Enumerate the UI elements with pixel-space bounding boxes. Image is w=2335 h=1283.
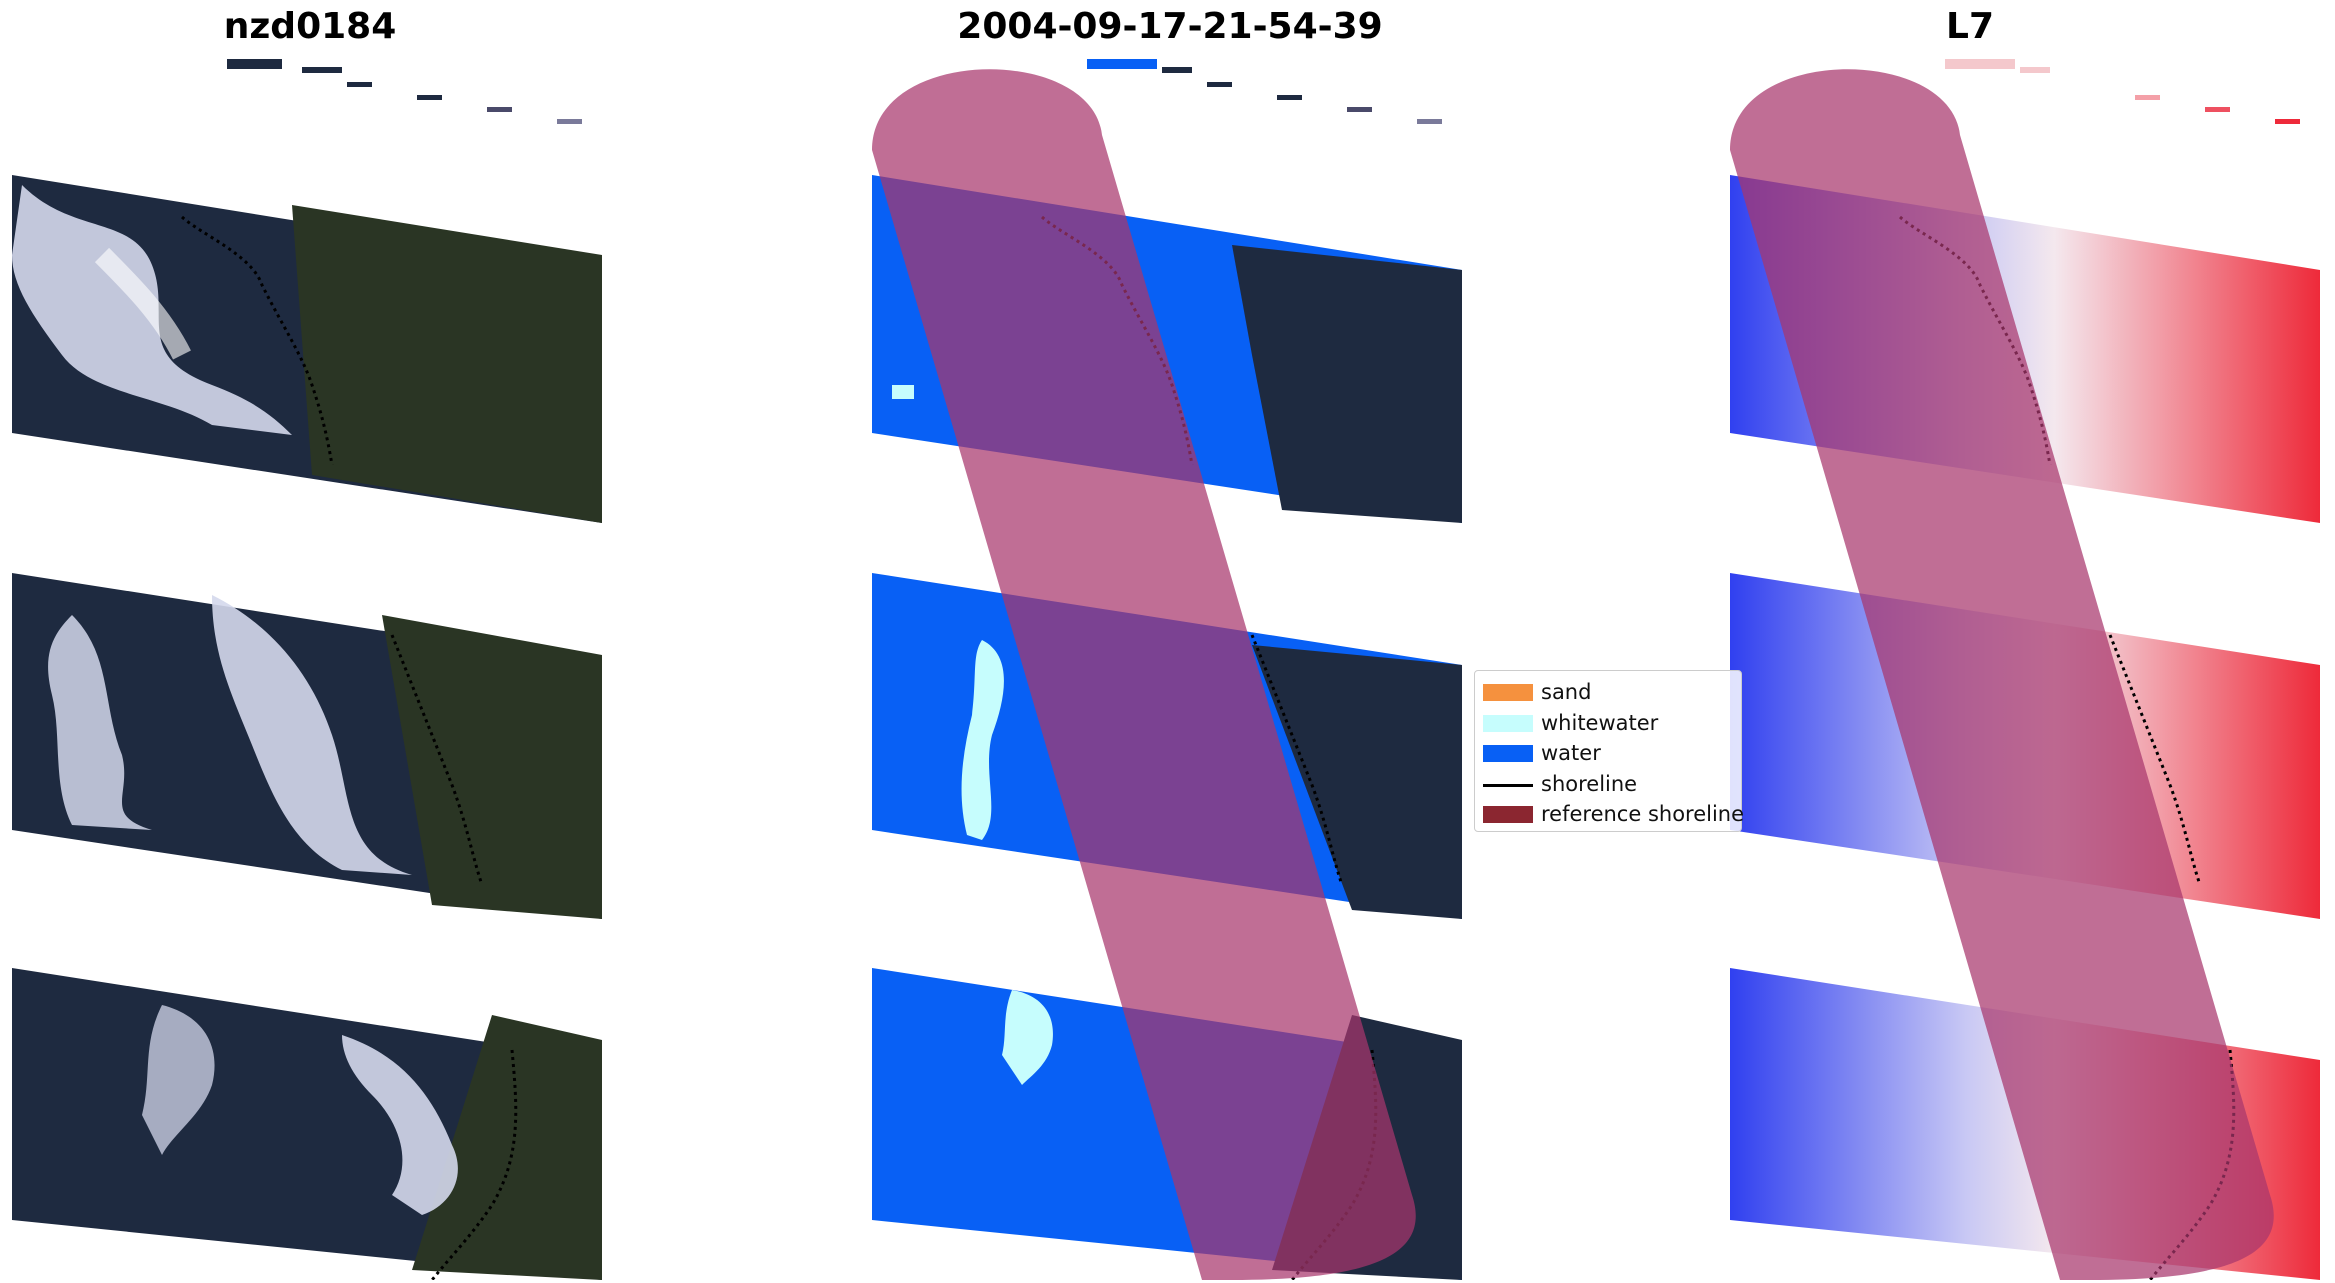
classified-image-panel bbox=[872, 55, 1472, 1280]
water-swatch bbox=[1483, 745, 1533, 762]
legend-item-sand: sand bbox=[1475, 677, 1741, 708]
panel-title-index: L7 bbox=[1946, 6, 1994, 47]
reference-shoreline-swatch bbox=[1483, 806, 1533, 823]
index-image bbox=[1730, 59, 2320, 1280]
index-image-panel bbox=[1730, 55, 2330, 1280]
reference-shoreline-buffer bbox=[1730, 69, 2274, 1280]
legend-label: sand bbox=[1541, 680, 1592, 704]
legend-label: water bbox=[1541, 741, 1601, 765]
legend-item-shoreline: shoreline bbox=[1475, 769, 1741, 800]
legend-item-reference-shoreline: reference shoreline bbox=[1475, 799, 1745, 830]
whitewater-swatch bbox=[1483, 714, 1533, 732]
shoreline-line-swatch bbox=[1483, 783, 1533, 787]
legend-label: shoreline bbox=[1541, 771, 1638, 796]
sand-swatch bbox=[1483, 684, 1533, 701]
legend-label: reference shoreline bbox=[1541, 802, 1745, 826]
reference-shoreline-buffer bbox=[872, 69, 1416, 1280]
legend: sand whitewater water shoreline referenc… bbox=[1474, 670, 1745, 832]
legend-item-water: water bbox=[1475, 738, 1741, 769]
legend-item-whitewater: whitewater bbox=[1475, 708, 1741, 739]
panel-title-classified: 2004-09-17-21-54-39 bbox=[957, 6, 1383, 47]
rgb-image-panel bbox=[12, 55, 612, 1280]
rgb-image bbox=[12, 59, 602, 1280]
panel-title-rgb: nzd0184 bbox=[223, 6, 397, 47]
classified-image bbox=[872, 59, 1462, 1280]
legend-label: whitewater bbox=[1541, 710, 1659, 735]
